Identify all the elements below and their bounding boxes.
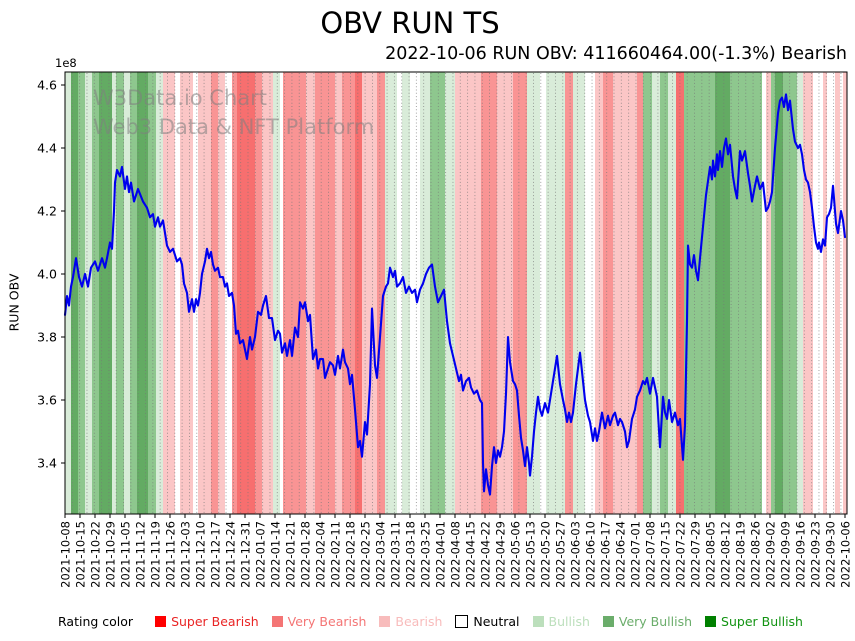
plot-frame [64,71,848,515]
svg-text:2022-07-01: 2022-07-01 [629,521,643,588]
svg-text:3.8: 3.8 [37,330,57,345]
svg-text:2022-01-07: 2022-01-07 [254,521,268,588]
svg-text:2022-09-23: 2022-09-23 [809,521,823,588]
legend-item-label: Super Bullish [721,614,803,629]
svg-text:2022-05-06: 2022-05-06 [509,521,523,588]
svg-text:2022-02-18: 2022-02-18 [344,521,358,588]
legend-item-super-bullish: Super Bullish [705,614,803,629]
svg-text:4.0: 4.0 [37,267,57,282]
svg-text:2021-11-12: 2021-11-12 [134,521,148,588]
legend-item-very-bearish: Very Bearish [271,614,367,629]
svg-text:2022-02-25: 2022-02-25 [359,521,373,588]
chart-subtitle: 2022-10-06 RUN OBV: 411660464.00(-1.3%) … [385,44,847,64]
svg-text:2021-11-19: 2021-11-19 [149,521,163,588]
legend-item-label: Very Bullish [618,614,693,629]
svg-text:2021-10-15: 2021-10-15 [74,521,88,588]
svg-text:2021-10-08: 2021-10-08 [59,521,73,588]
svg-text:3.4: 3.4 [37,456,57,471]
legend-swatch-icon [602,616,614,627]
chart-title: OBV RUN TS [320,6,500,40]
svg-text:2022-01-21: 2022-01-21 [284,521,298,588]
svg-text:2022-05-20: 2022-05-20 [539,521,553,588]
svg-text:2021-12-24: 2021-12-24 [224,521,238,588]
svg-text:2022-09-16: 2022-09-16 [794,521,808,588]
svg-text:2022-04-15: 2022-04-15 [464,521,478,588]
obv-line-series [63,93,847,496]
svg-text:2022-04-01: 2022-04-01 [434,521,448,588]
svg-text:4.6: 4.6 [37,78,57,93]
svg-text:2022-01-14: 2022-01-14 [269,521,283,588]
svg-text:2022-02-04: 2022-02-04 [314,521,328,588]
svg-text:2021-11-05: 2021-11-05 [119,521,133,588]
legend-swatch-icon [379,616,391,627]
legend-item-bullish: Bullish [532,614,590,629]
x-tick-labels: 2021-10-08 2021-10-15 2021-10-22 2021-10-29… [59,514,853,588]
svg-text:2022-07-08: 2022-07-08 [644,521,658,588]
svg-text:2022-01-28: 2022-01-28 [299,521,313,588]
svg-text:3.6: 3.6 [37,393,57,408]
svg-text:2022-08-26: 2022-08-26 [749,521,763,588]
svg-text:2021-11-26: 2021-11-26 [164,521,178,588]
legend-item-super-bearish: Super Bearish [155,614,259,629]
legend-item-bearish: Bearish [379,614,442,629]
svg-text:2022-07-22: 2022-07-22 [674,521,688,588]
y-axis-offset-label: 1e8 [55,56,77,70]
legend-swatch-icon [705,616,717,627]
legend-item-neutral: Neutral [455,614,520,629]
legend-item-label: Very Bearish [287,614,367,629]
svg-text:2022-07-29: 2022-07-29 [689,521,703,588]
svg-text:4.2: 4.2 [37,204,57,219]
svg-text:2022-08-12: 2022-08-12 [719,521,733,588]
legend-item-label: Neutral [473,614,520,629]
svg-text:2022-02-11: 2022-02-11 [329,521,343,588]
svg-text:2022-09-30: 2022-09-30 [824,521,838,588]
svg-text:2022-09-09: 2022-09-09 [779,521,793,588]
y-tick-labels: 4.6 4.4 4.2 4.0 3.8 3.6 3.4 [37,78,65,471]
svg-text:2022-03-11: 2022-03-11 [389,521,403,588]
svg-text:2022-08-05: 2022-08-05 [704,521,718,588]
legend-swatch-icon [155,616,167,627]
svg-text:2022-06-10: 2022-06-10 [584,521,598,588]
legend-item-very-bullish: Very Bullish [602,614,693,629]
svg-text:2022-05-27: 2022-05-27 [554,521,568,588]
svg-text:2022-03-18: 2022-03-18 [404,521,418,588]
legend-title: Rating color [58,614,134,629]
y-axis-label: RUN OBV [6,273,22,332]
legend-item-label: Bullish [548,614,590,629]
svg-text:2021-10-29: 2021-10-29 [104,521,118,588]
legend-swatch-icon [532,616,544,627]
rating-legend: Rating color Super Bearish Very Bearish Be… [58,614,818,629]
svg-text:2022-04-22: 2022-04-22 [479,521,493,588]
svg-text:2021-10-22: 2021-10-22 [89,521,103,588]
legend-swatch-icon [455,615,469,628]
svg-text:2022-05-13: 2022-05-13 [524,521,538,588]
svg-text:2022-06-17: 2022-06-17 [599,521,613,588]
legend-swatch-icon [271,616,283,627]
legend-item-label: Bearish [395,614,443,629]
svg-text:2022-03-04: 2022-03-04 [374,521,388,588]
svg-text:4.4: 4.4 [37,141,57,156]
svg-text:2021-12-03: 2021-12-03 [179,521,193,588]
legend-item-label: Super Bearish [171,614,259,629]
svg-text:2022-04-08: 2022-04-08 [449,521,463,588]
svg-text:2022-08-19: 2022-08-19 [734,521,748,588]
svg-text:2021-12-10: 2021-12-10 [194,521,208,588]
svg-text:2022-06-03: 2022-06-03 [569,521,583,588]
svg-text:2022-09-02: 2022-09-02 [764,521,778,588]
svg-text:2022-07-15: 2022-07-15 [659,521,673,588]
svg-text:2022-03-25: 2022-03-25 [419,521,433,588]
svg-text:2022-10-06: 2022-10-06 [839,521,853,588]
svg-text:2022-06-24: 2022-06-24 [614,521,628,588]
svg-text:2021-12-17: 2021-12-17 [209,521,223,588]
svg-text:2022-04-29: 2022-04-29 [494,521,508,588]
svg-text:2021-12-31: 2021-12-31 [239,521,253,588]
rating-bands [65,72,847,514]
